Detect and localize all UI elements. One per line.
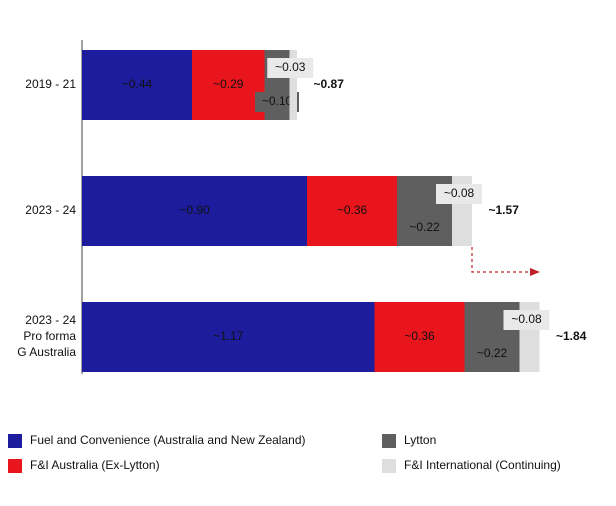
value-label: ~0.44	[122, 77, 153, 91]
legend-label: F&I Australia (Ex-Lytton)	[30, 458, 160, 472]
bar-segment	[82, 302, 375, 372]
bar-segment	[289, 50, 297, 120]
bar-segment	[307, 176, 397, 246]
value-label: ~0.90	[179, 203, 210, 217]
value-label: ~0.36	[404, 329, 435, 343]
total-label: ~0.87	[314, 77, 345, 91]
value-label: ~0.22	[477, 346, 508, 360]
bar-segment	[82, 176, 307, 246]
label-box	[255, 92, 299, 112]
legend-label: Lytton	[404, 433, 436, 447]
bar-segment	[82, 50, 192, 120]
bar-segment	[192, 50, 265, 120]
arrow-head	[530, 268, 540, 276]
label-box	[436, 184, 482, 204]
arrow	[471, 247, 530, 273]
label-box	[503, 310, 550, 330]
value-label: ~0.29	[213, 77, 244, 91]
legend-swatch	[8, 459, 22, 473]
label-box	[470, 344, 514, 364]
legend-label: F&I International (Continuing)	[404, 458, 561, 472]
y-tick-label-line: 2023 - 24	[25, 313, 76, 327]
legend-swatch	[382, 434, 396, 448]
legend-label: Fuel and Convenience (Australia and New …	[30, 433, 306, 447]
value-label: ~0.22	[409, 220, 440, 234]
value-label: ~0.08	[511, 312, 542, 326]
total-label: ~1.57	[489, 203, 520, 217]
value-label: ~1.17	[213, 329, 244, 343]
y-tick-label: 2019 - 21	[25, 77, 76, 91]
value-label: ~0.08	[444, 186, 475, 200]
total-label: ~1.84	[556, 329, 587, 343]
legend-swatch	[382, 459, 396, 473]
value-label: ~0.10	[262, 94, 293, 108]
value-label: ~0.03	[275, 60, 306, 74]
y-tick-label: 2023 - 24 Pro forma G Australia	[17, 313, 76, 359]
label-box	[402, 218, 447, 238]
y-tick-label-line: Pro forma	[23, 329, 76, 343]
label-box	[267, 58, 314, 78]
legend-swatch	[8, 434, 22, 448]
y-tick-label-line: G Australia	[17, 345, 76, 359]
y-tick-label: 2023 - 24	[25, 203, 76, 217]
value-label: ~0.36	[337, 203, 368, 217]
bar-segment	[374, 302, 465, 372]
